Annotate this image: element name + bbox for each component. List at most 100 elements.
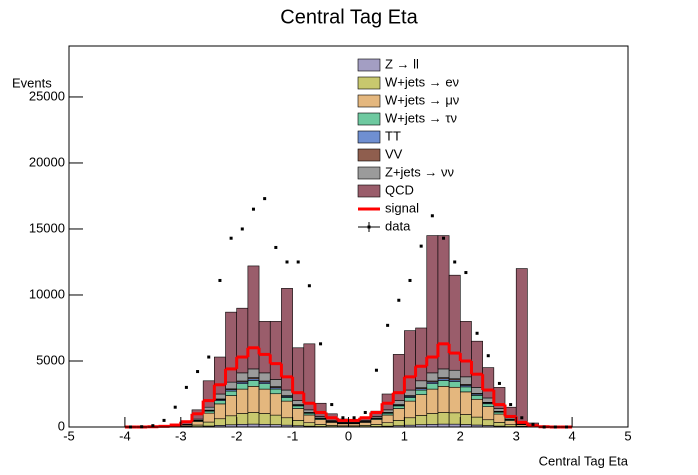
data-point [196, 370, 200, 374]
chart-title: Central Tag Eta [280, 6, 418, 28]
histogram-bar [191, 421, 204, 426]
histogram-bar [269, 388, 282, 395]
legend-label: W+jets → τν [385, 110, 457, 125]
legend-label: VV [385, 146, 403, 161]
histogram-bar [370, 419, 383, 425]
x-tick-label: 0 [345, 428, 352, 443]
data-point [520, 416, 524, 420]
histogram-bar [247, 386, 260, 413]
data-point [162, 418, 166, 422]
histogram-bar [426, 383, 439, 390]
x-tick-label: -2 [231, 428, 243, 443]
data-point [419, 244, 423, 248]
y-tick-label: 0 [58, 418, 65, 433]
histogram-bar [258, 413, 271, 425]
histogram-bar [214, 418, 226, 426]
histogram-bar [471, 340, 483, 388]
histogram-bar [236, 388, 249, 414]
legend-label: signal [385, 200, 419, 215]
histogram-bar [214, 400, 226, 405]
data-point [531, 422, 535, 426]
histogram-bar [269, 379, 282, 387]
histogram-bar [448, 274, 461, 371]
histogram-bar [482, 406, 495, 421]
x-tick-label: 1 [401, 428, 408, 443]
x-tick-label: 4 [568, 428, 575, 443]
histogram-bar [258, 372, 271, 382]
histogram-bar [515, 268, 528, 424]
histogram-bar [392, 405, 405, 409]
y-axis-label: Events [12, 75, 52, 90]
histogram-bar [493, 413, 506, 423]
data-point [497, 381, 501, 385]
data-point [218, 278, 222, 282]
histogram-bar [225, 395, 238, 417]
histogram-bar [225, 390, 238, 396]
data-point [263, 197, 267, 201]
histogram-bar [359, 422, 372, 426]
histogram-bar [225, 415, 238, 426]
histogram-bar [482, 367, 495, 399]
histogram-bar [281, 400, 293, 419]
histogram-bar [381, 414, 394, 424]
data-point [430, 214, 434, 218]
y-tick-label: 25000 [29, 88, 65, 103]
histogram-bar [504, 420, 517, 425]
data-point [274, 245, 278, 249]
histogram-bar [437, 235, 450, 370]
histogram-bar [426, 372, 439, 382]
histogram-bar [437, 380, 450, 387]
legend-label: data [385, 218, 411, 233]
legend-label: TT [385, 128, 401, 143]
histogram-bar [269, 393, 282, 416]
histogram-bar [404, 417, 416, 426]
histogram-bar [493, 422, 506, 427]
data-point [442, 236, 446, 240]
histogram-bar [459, 414, 472, 425]
histogram-bar [292, 420, 305, 426]
histogram-bar [325, 422, 338, 426]
y-tick-label: 5000 [36, 352, 65, 367]
histogram-bar [448, 381, 461, 388]
histogram-bar [415, 327, 428, 382]
histogram-bar [292, 400, 305, 405]
histogram-bar [303, 343, 316, 411]
data-point [184, 385, 188, 389]
data-point [464, 271, 468, 275]
data-point [173, 405, 177, 409]
histogram-bar [314, 402, 327, 417]
data-point [207, 355, 211, 359]
data-point [229, 236, 233, 240]
histogram-bar [482, 403, 495, 407]
data-point [307, 284, 311, 288]
histogram-bar [202, 412, 215, 423]
histogram-bar [448, 369, 461, 380]
histogram-bar [214, 356, 226, 395]
data-point [319, 342, 323, 346]
y-tick-label: 20000 [29, 154, 65, 169]
x-tick-label: -5 [63, 428, 75, 443]
data-point [151, 424, 155, 428]
legend-label: Z → ll [385, 56, 419, 71]
data-point [352, 416, 356, 420]
data-point [408, 278, 412, 282]
histogram-bar [236, 307, 249, 374]
data-point [475, 331, 479, 335]
legend-swatch [357, 76, 381, 90]
data-point [386, 323, 390, 327]
histogram-bar [415, 394, 428, 416]
legend-label: W+jets → eν [385, 74, 459, 89]
histogram-bar [292, 408, 305, 421]
histogram-bar [236, 383, 249, 390]
histogram-bar [247, 368, 260, 378]
data-point [240, 227, 244, 231]
histogram-bar [448, 412, 461, 425]
histogram-bar [281, 417, 293, 426]
histogram-bar [404, 400, 416, 419]
histogram-bar [258, 321, 271, 374]
histogram-bar [404, 397, 416, 402]
histogram-bar [303, 409, 316, 413]
histogram-bar [247, 412, 260, 425]
data-point [251, 207, 255, 211]
